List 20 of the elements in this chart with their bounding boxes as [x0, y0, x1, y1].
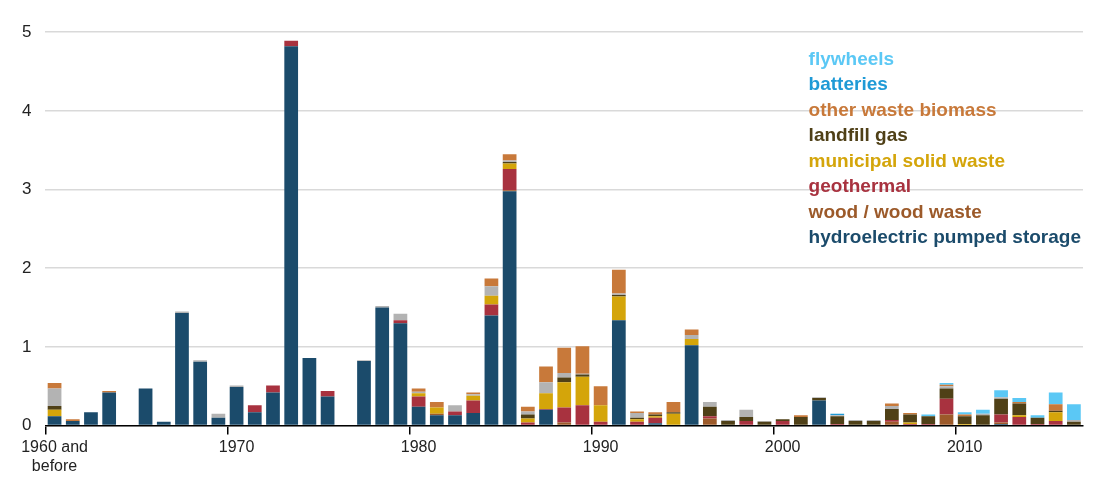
y-tick-label: 2: [21, 257, 32, 277]
x-tick-label: 1990: [582, 437, 619, 455]
y-tick-label: 3: [21, 179, 32, 199]
x-tick-label: 2010: [946, 437, 983, 455]
text: batteries: [808, 73, 888, 95]
text: hydroelectric pumped storage: [808, 226, 1081, 248]
y-tick-label: 0: [21, 415, 32, 435]
x-tick-label: 1970: [218, 437, 255, 455]
x-tick-label: 1980: [400, 437, 437, 455]
y-tick-label: 4: [21, 100, 32, 120]
text: landfill gas: [808, 124, 908, 146]
text: other waste biomass: [808, 98, 997, 120]
x-tick-label: 2000: [764, 437, 801, 455]
y-tick-label: 1: [21, 336, 32, 356]
text: wood / wood waste: [807, 200, 982, 222]
text: geothermal: [808, 175, 912, 197]
y-tick-label: 5: [21, 21, 32, 41]
x-tick-label: 1960 and before: [21, 437, 88, 474]
text: municipal solid waste: [808, 149, 1005, 171]
text: flywheels: [808, 47, 895, 69]
